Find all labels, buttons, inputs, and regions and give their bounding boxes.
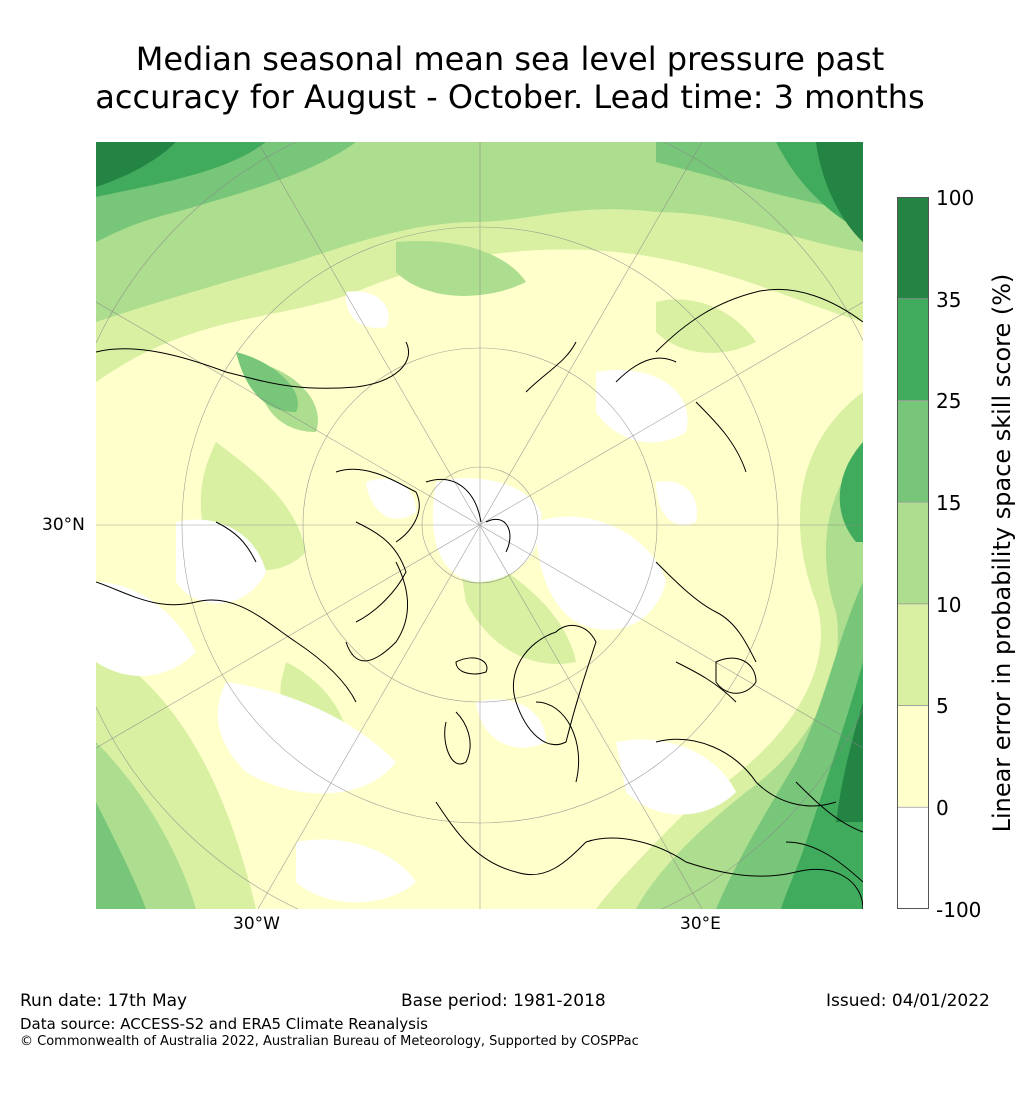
map-svg [96,142,863,909]
colorbar-tick-0: 0 [936,796,949,820]
colorbar-tick-35: 35 [936,288,962,312]
lon-label-30w: 30°W [233,914,280,934]
colorbar [897,197,929,909]
colorbar-svg [897,197,929,909]
colorbar-segment [897,502,929,605]
skill-band-35-100 [96,142,863,822]
coastlines [96,288,863,909]
title-line-1: Median seasonal mean sea level pressure … [135,40,885,78]
data-source: Data source: ACCESS-S2 and ERA5 Climate … [20,1015,428,1033]
run-date: Run date: 17th May [20,991,188,1011]
colorbar-tick-100: 100 [936,186,975,210]
colorbar-segment [897,807,929,909]
colorbar-tick-10: 10 [936,593,962,617]
colorbar-segment [897,400,929,503]
colorbar-label: Linear error in probability space skill … [988,273,1016,833]
lat-label-30n: 30°N [42,515,85,535]
colorbar-segment [897,705,929,808]
colorbar-border [897,197,929,909]
colorbar-segment [897,197,929,300]
graticule [96,142,863,909]
colorbar-tick-15: 15 [936,491,962,515]
title-line-2: accuracy for August - October. Lead time… [95,78,925,116]
colorbar-tick-5: 5 [936,694,949,718]
base-period: Base period: 1981-2018 [401,991,606,1011]
lon-label-30e: 30°E [680,914,721,934]
issued-date: Issued: 04/01/2022 [826,991,990,1011]
copyright: © Commonwealth of Australia 2022, Austra… [20,1034,639,1049]
colorbar-tick-minus-100: -100 [936,898,982,922]
colorbar-segment [897,603,929,707]
colorbar-segment [897,298,929,401]
polar-map [96,142,863,909]
colorbar-tick-25: 25 [936,389,962,413]
skill-band-below-0 [96,291,736,903]
chart-title: Median seasonal mean sea level pressure … [0,40,1020,116]
